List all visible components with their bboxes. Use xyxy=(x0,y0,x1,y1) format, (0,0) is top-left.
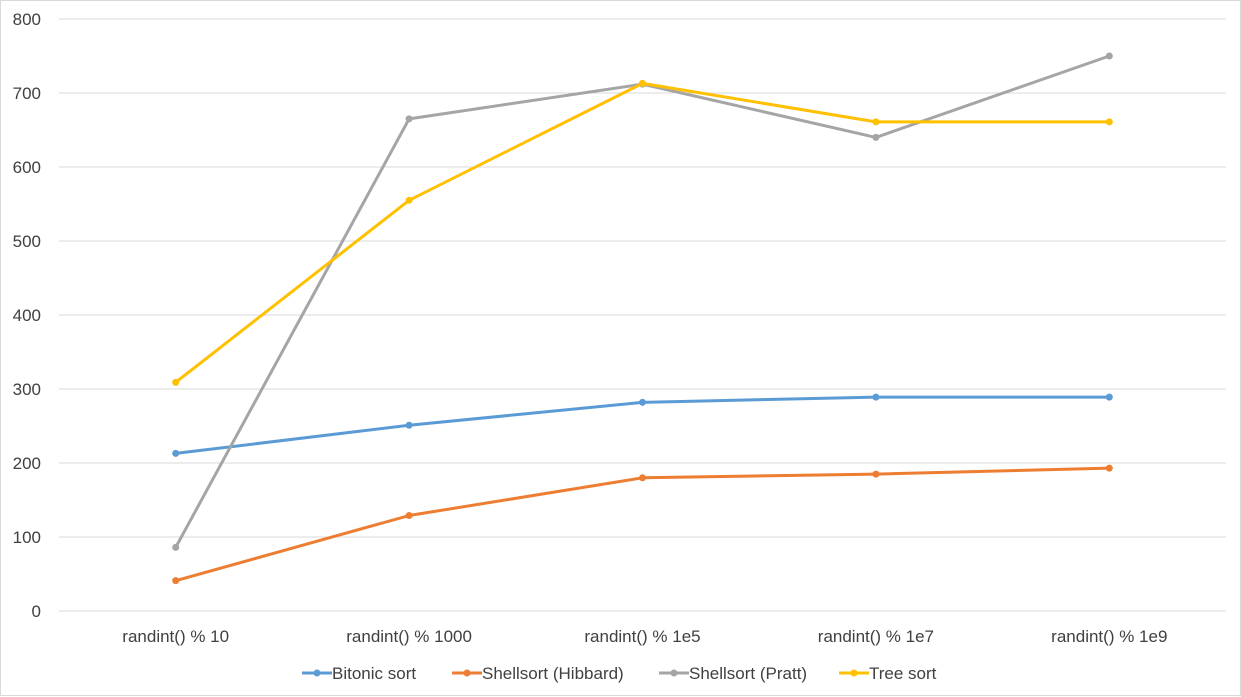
data-point xyxy=(172,449,180,457)
legend-label: Tree sort xyxy=(869,664,937,683)
y-tick-label: 600 xyxy=(13,158,41,177)
series-line xyxy=(174,81,1111,384)
y-tick-label: 200 xyxy=(13,454,41,473)
legend-swatch-marker xyxy=(313,669,321,677)
x-axis-tick-labels: randint() % 10 randint() % 1000 randint() … xyxy=(122,627,1167,646)
legend-swatch-marker xyxy=(850,669,858,677)
x-tick-label: randint() % 1e7 xyxy=(818,627,934,646)
data-point xyxy=(1105,52,1113,60)
legend-item: Bitonic sort xyxy=(302,664,416,683)
x-tick-label: randint() % 10 xyxy=(122,627,229,646)
legend-item: Tree sort xyxy=(839,664,937,683)
data-point xyxy=(405,115,413,123)
x-tick-label: randint() % 1e5 xyxy=(584,627,700,646)
y-tick-label: 700 xyxy=(13,84,41,103)
y-axis-tick-labels: 0 100 200 300 400 500 600 700 800 xyxy=(13,10,41,621)
y-tick-label: 300 xyxy=(13,380,41,399)
legend-item: Shellsort (Hibbard) xyxy=(452,664,624,683)
data-point xyxy=(872,393,880,401)
legend-swatch-marker xyxy=(670,669,678,677)
series-line xyxy=(174,466,1111,583)
data-point xyxy=(639,79,646,87)
data-point xyxy=(405,512,413,520)
data-point xyxy=(872,118,880,126)
data-point xyxy=(405,196,413,204)
data-point xyxy=(172,378,180,386)
data-point xyxy=(1105,393,1113,401)
data-point xyxy=(172,577,180,585)
legend-swatch-marker xyxy=(463,669,471,677)
series-shellsort-hibbard xyxy=(172,464,1113,585)
data-point xyxy=(1105,118,1113,126)
y-tick-label: 100 xyxy=(13,528,41,547)
y-tick-label: 800 xyxy=(13,10,41,29)
y-tick-label: 500 xyxy=(13,232,41,251)
legend-label: Shellsort (Pratt) xyxy=(689,664,807,683)
data-point xyxy=(639,474,646,482)
x-tick-label: randint() % 1000 xyxy=(346,627,472,646)
data-point xyxy=(172,543,180,551)
data-point xyxy=(872,470,880,478)
x-tick-label: randint() % 1e9 xyxy=(1051,627,1167,646)
data-point xyxy=(1105,464,1113,472)
series-line xyxy=(174,54,1111,549)
legend-item: Shellsort (Pratt) xyxy=(659,664,807,683)
legend: Bitonic sort Shellsort (Hibbard) Shellsort… xyxy=(302,664,937,683)
data-point xyxy=(639,398,646,406)
series-tree-sort xyxy=(172,79,1113,386)
y-tick-label: 0 xyxy=(32,602,41,621)
legend-label: Shellsort (Hibbard) xyxy=(482,664,624,683)
gridlines xyxy=(59,18,1226,612)
data-point xyxy=(872,133,880,141)
legend-label: Bitonic sort xyxy=(332,664,416,683)
series-lines xyxy=(172,52,1113,585)
series-bitonic-sort xyxy=(172,393,1113,457)
data-point xyxy=(405,421,413,429)
y-tick-label: 400 xyxy=(13,306,41,325)
